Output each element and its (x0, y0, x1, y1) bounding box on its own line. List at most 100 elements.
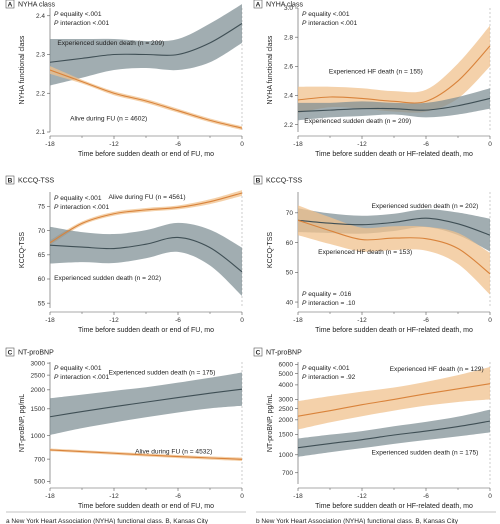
stat-value: equality <.001 (306, 365, 349, 372)
stat-p-symbol: P (302, 365, 307, 372)
stat-value: interaction <.001 (58, 374, 109, 381)
y-tick-label: 1000 (279, 452, 294, 459)
panel-title: KCCQ-TSS (18, 178, 55, 185)
series-label: Experienced sudden death (n = 209) (304, 118, 411, 125)
confidence-band (50, 4, 242, 86)
stat-text: P equality <.001 (302, 365, 350, 372)
y-tick-label: 4000 (279, 382, 294, 389)
y-tick-label: 40 (286, 299, 294, 306)
footnote-left: a New York Heart Association (NYHA) func… (6, 518, 209, 524)
x-axis-label: Time before sudden death or HF-related d… (315, 327, 473, 334)
x-axis-label: Time before sudden death or HF-related d… (315, 503, 473, 510)
x-tick-label: -6 (423, 317, 429, 324)
stat-text: P interaction <.001 (54, 20, 110, 27)
series-line (298, 420, 491, 449)
y-tick-label: 50 (286, 270, 294, 277)
series-line (50, 23, 243, 63)
series-line (50, 388, 243, 418)
y-tick-label: 1500 (279, 432, 294, 439)
y-tick-label: 2500 (31, 372, 46, 379)
y-tick-label: 2.4 (284, 93, 293, 100)
x-tick-label: -12 (109, 141, 119, 148)
x-tick-label: -18 (293, 141, 303, 148)
stat-value: interaction <.001 (306, 20, 357, 27)
stat-p-symbol: P (302, 300, 307, 307)
stat-text: P interaction <.001 (302, 20, 358, 27)
x-tick-label: -6 (175, 317, 181, 324)
stat-text: P equality <.001 (54, 365, 102, 372)
stat-value: equality = .016 (306, 291, 351, 298)
y-axis-label: NYHA functional class (267, 35, 274, 104)
confidence-band (50, 190, 242, 246)
stat-p-symbol: P (54, 20, 59, 27)
stat-value: equality <.001 (58, 195, 101, 202)
x-tick-label: 0 (488, 317, 492, 324)
confidence-band (298, 409, 490, 457)
series-label: Alive during FU (n = 4561) (108, 194, 185, 201)
stat-text: P equality <.001 (54, 11, 102, 18)
panel-badge: A (256, 1, 261, 8)
panel-badge-box (253, 347, 263, 357)
y-tick-label: 65 (38, 252, 46, 259)
x-tick-label: 0 (488, 493, 492, 500)
series-line (298, 45, 491, 104)
y-tick-label: 60 (286, 240, 294, 247)
series-label: Experienced sudden death (n = 175) (372, 449, 479, 456)
series-label: Experienced sudden death (n = 209) (57, 40, 164, 47)
series-label: Experienced sudden death (n = 202) (372, 203, 479, 210)
confidence-band (298, 88, 490, 121)
x-axis-label: Time before sudden death or HF-related d… (315, 151, 473, 158)
panel-badge-box (5, 347, 15, 357)
y-tick-label: 2.1 (36, 129, 45, 136)
x-tick-label: -6 (175, 493, 181, 500)
x-tick-label: -18 (293, 317, 303, 324)
panel-badge: B (8, 177, 13, 184)
panel-c-right: C NT-proBNP 700 1000 1500 2000 2500 3000 4000 500… (253, 347, 492, 510)
series-line (50, 69, 243, 129)
panel-title: NYHA class (266, 2, 303, 9)
y-tick-label: 6000 (279, 362, 294, 369)
series-label: Experienced HF death (n = 155) (329, 69, 423, 76)
y-tick-label: 2.8 (284, 34, 293, 41)
series-label: Experienced HF death (n = 129) (390, 366, 484, 373)
x-tick-label: -6 (423, 141, 429, 148)
stat-p-symbol: P (54, 374, 59, 381)
y-tick-label: 70 (286, 210, 294, 217)
y-tick-label: 2.2 (284, 122, 293, 129)
stat-value: equality <.001 (306, 11, 349, 18)
stat-p-symbol: P (54, 11, 59, 18)
series-line (298, 97, 491, 113)
x-tick-label: 0 (240, 141, 244, 148)
stat-p-symbol: P (54, 365, 59, 372)
series-group (298, 25, 491, 121)
stat-p-symbol: P (54, 204, 59, 211)
x-tick-label: -18 (293, 493, 303, 500)
stat-value: interaction = .92 (306, 374, 355, 381)
confidence-band (298, 367, 490, 430)
panel-badge-box (5, 0, 15, 9)
series-group (298, 205, 491, 295)
confidence-band (50, 66, 242, 131)
series-label: Experienced sudden death (n = 202) (54, 275, 161, 282)
series-group (50, 372, 243, 462)
panel-title: NYHA class (18, 2, 55, 9)
series-label: Experienced HF death (n = 153) (318, 249, 412, 256)
series-label: Alive during FU (n = 4532) (135, 449, 212, 456)
panel-b-left: B KCCQ-TSS 55 60 65 70 75 -18 -12 -6 0 Time before … (5, 175, 244, 334)
panel-badge-box (253, 175, 263, 185)
stat-text: P interaction <.001 (54, 204, 110, 211)
y-tick-label: 3000 (279, 397, 294, 404)
x-tick-label: -6 (423, 493, 429, 500)
confidence-band (298, 205, 490, 295)
stat-p-symbol: P (302, 20, 307, 27)
y-tick-label: 2.6 (284, 64, 293, 71)
y-tick-label: 700 (282, 470, 293, 477)
series-line (298, 219, 491, 275)
panel-badge-box (5, 175, 15, 185)
panel-badge: B (256, 177, 261, 184)
panel-a-left: A NYHA class 2.1 2.2 2.3 2.4 -18 -12 -6 0 Time bef… (5, 0, 244, 158)
stat-value: equality <.001 (58, 11, 101, 18)
stat-value: interaction = .10 (306, 300, 355, 307)
stat-value: interaction <.001 (58, 20, 109, 27)
